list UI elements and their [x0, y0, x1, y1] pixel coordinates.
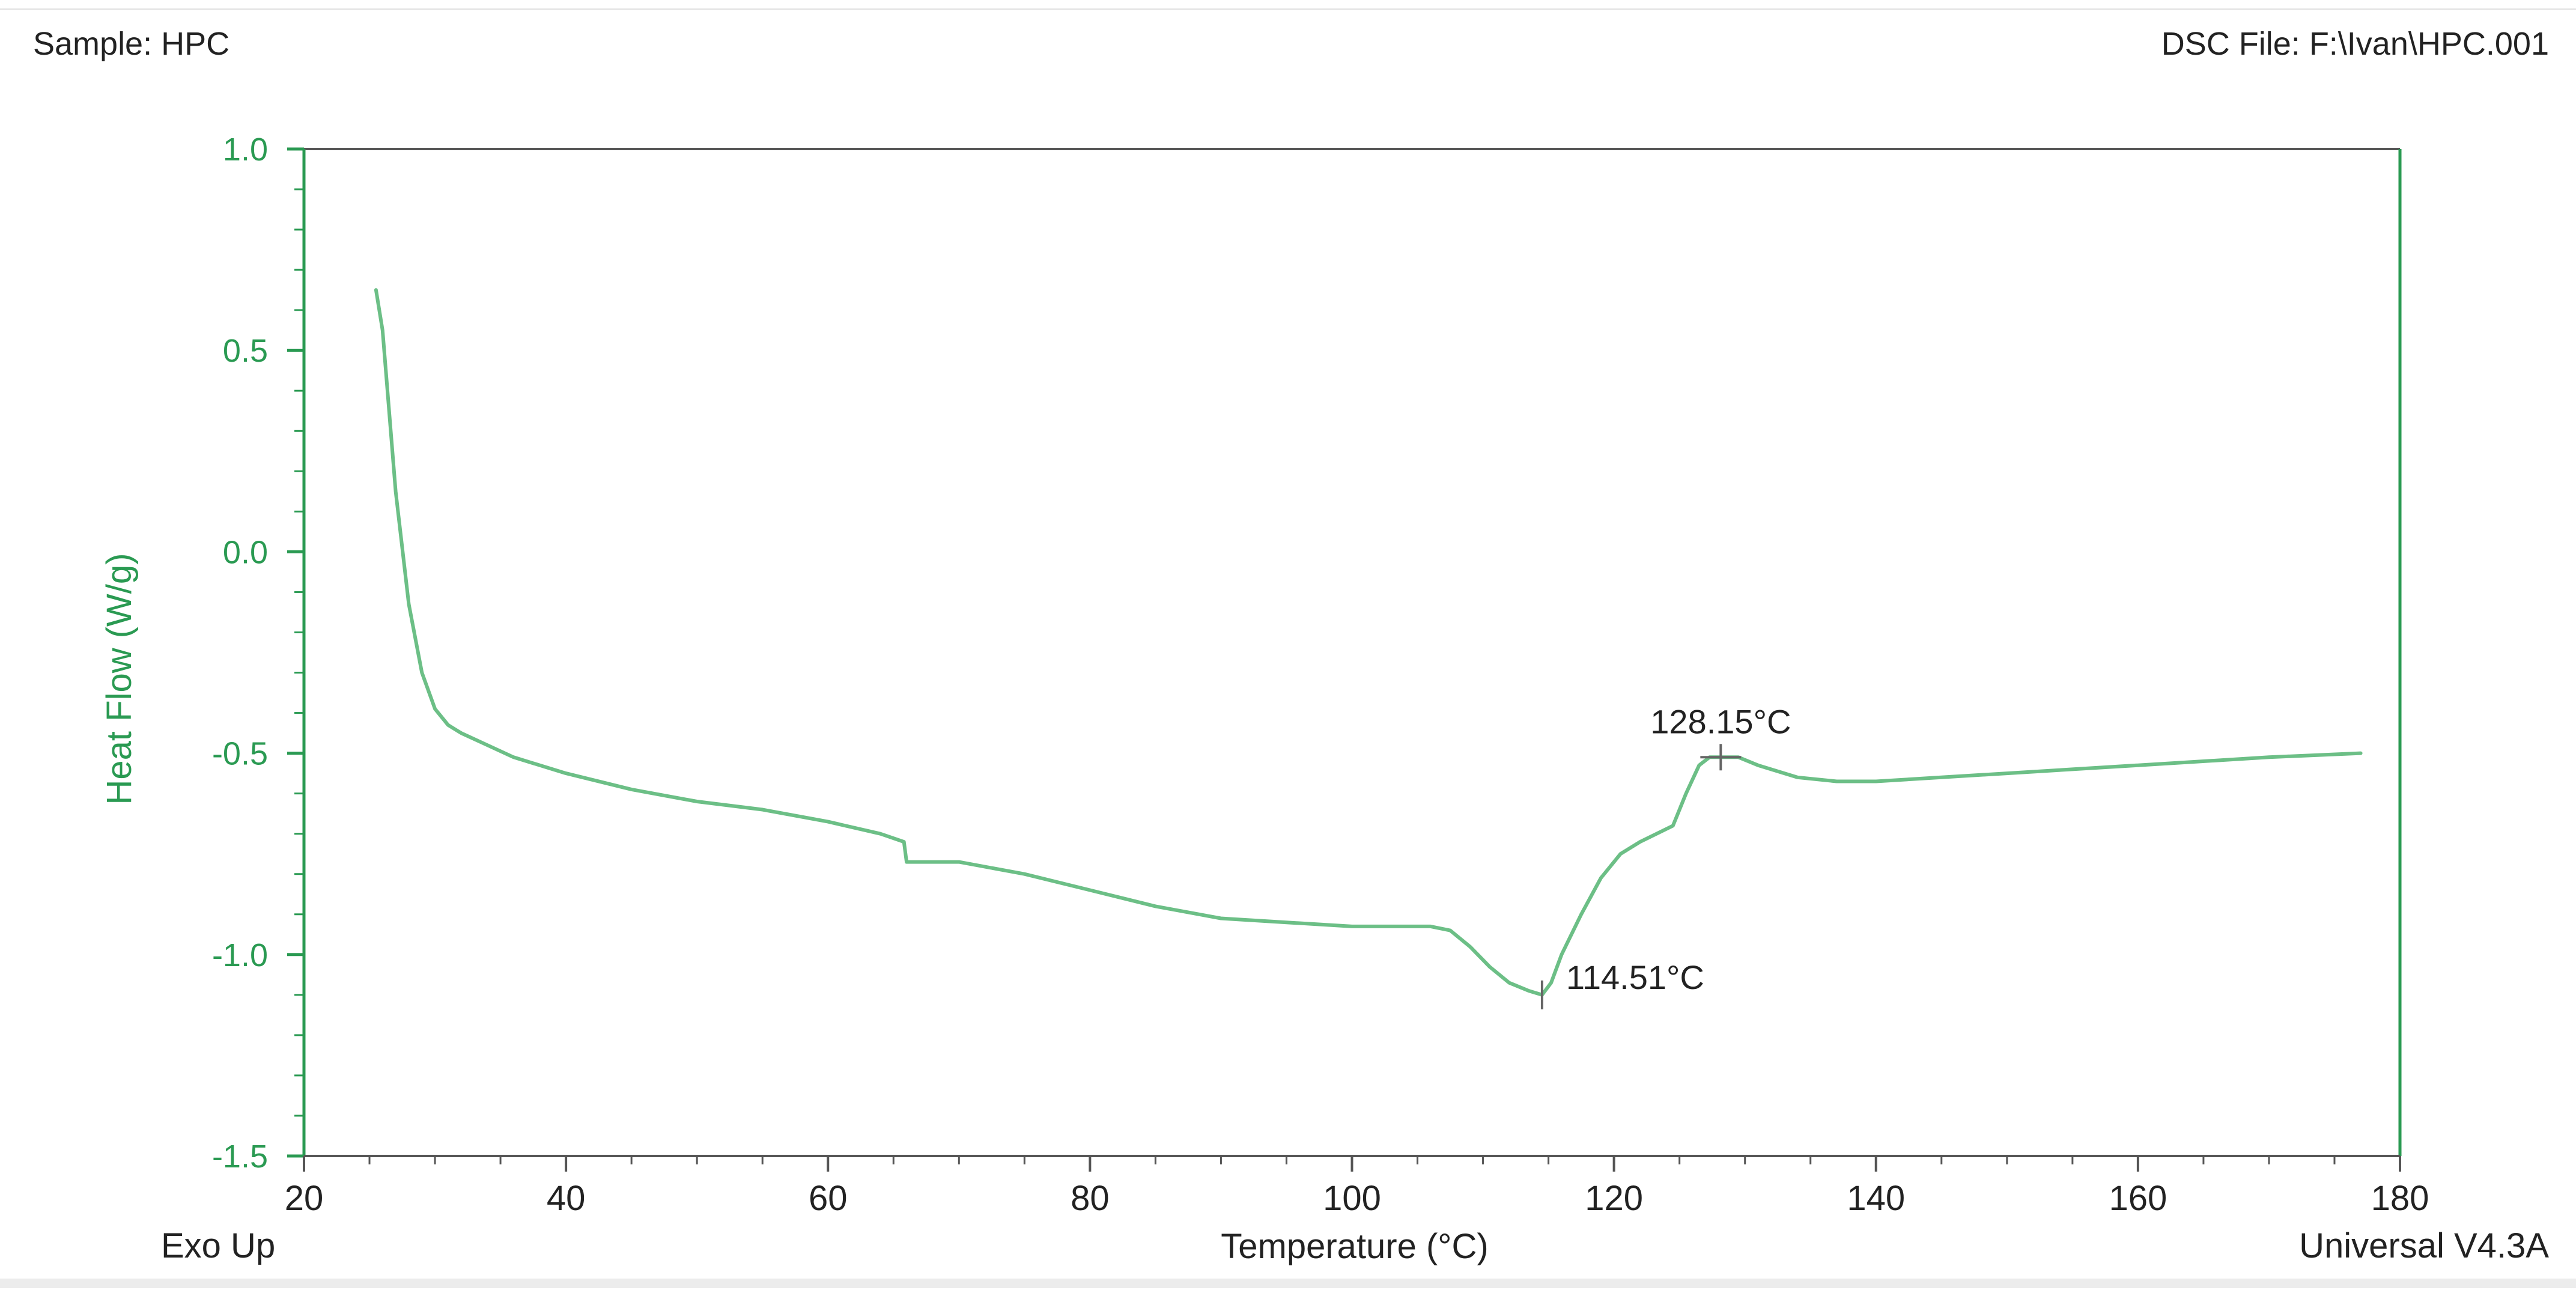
- x-tick-label: 60: [809, 1179, 848, 1218]
- sample-label: Sample: HPC: [33, 26, 230, 62]
- y-tick-label: -1.5: [212, 1139, 268, 1175]
- heat-flow-line: [374, 288, 2363, 997]
- bottom-separator: [0, 1279, 2576, 1288]
- dsc-file-label: DSC File: F:\Ivan\HPC.001: [2161, 26, 2549, 62]
- y-tick-label: -0.5: [212, 736, 268, 772]
- x-tick-label: 80: [1071, 1179, 1110, 1218]
- x-tick-label: 100: [1323, 1179, 1381, 1218]
- x-tick-label: 160: [2109, 1179, 2167, 1218]
- x-axis-label: Temperature (°C): [1221, 1227, 1488, 1266]
- peak-annotations: 128.15°C 114.51°C: [1540, 702, 1791, 1009]
- y-tick-label: 0.0: [223, 534, 268, 570]
- x-tick-label: 20: [285, 1179, 324, 1218]
- x-tick-label: 40: [547, 1179, 586, 1218]
- x-tick-label: 120: [1585, 1179, 1643, 1218]
- exo-up-label: Exo Up: [161, 1226, 276, 1265]
- top-separator: [0, 8, 2576, 10]
- y-tick-label: 0.5: [223, 333, 268, 369]
- x-tick-label: 180: [2371, 1179, 2429, 1218]
- x-tick-label: 140: [1847, 1179, 1905, 1218]
- y-axis-ticks: 1.0 0.5 0.0 -0.5 -1.0 -1.5: [212, 132, 304, 1175]
- y-axis-label: Heat Flow (W/g): [100, 553, 139, 805]
- annotation-label: 114.51°C: [1566, 958, 1704, 996]
- y-tick-label: -1.0: [212, 937, 268, 973]
- y-tick-label: 1.0: [223, 132, 268, 168]
- chart-axes: [302, 148, 2402, 1157]
- heat-flow-series: [374, 288, 2363, 997]
- software-version-label: Universal V4.3A: [2299, 1226, 2549, 1265]
- annotation-label: 128.15°C: [1650, 702, 1791, 740]
- x-axis-ticks: 20 40 60 80 100 120 140 160 180: [285, 1156, 2429, 1218]
